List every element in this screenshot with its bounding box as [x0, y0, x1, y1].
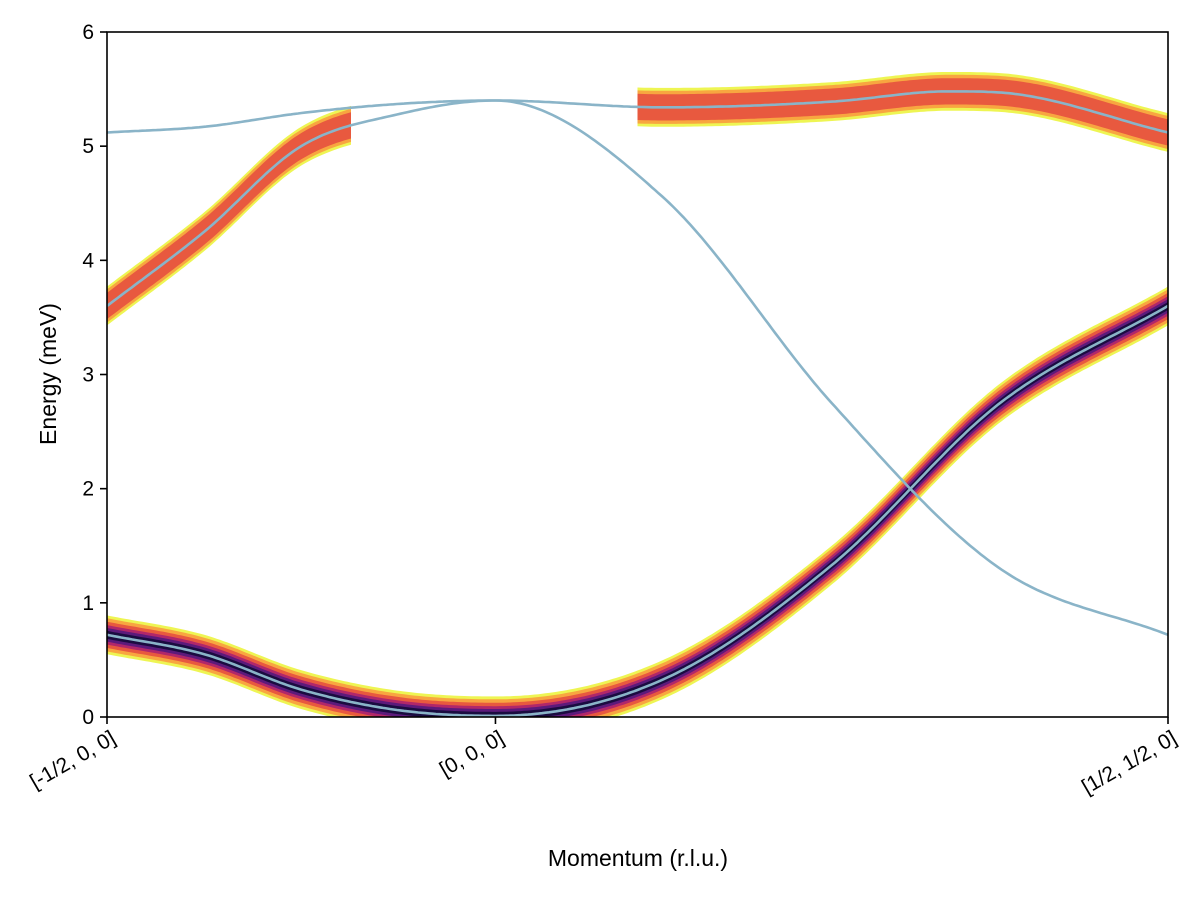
y-tick-label: 1	[82, 592, 94, 615]
intensity-band-layer	[107, 72, 1168, 717]
y-tick-label: 3	[82, 364, 94, 387]
y-tick-label: 0	[82, 706, 94, 729]
y-tick-label: 4	[82, 249, 94, 272]
dispersion-line-1	[107, 99, 1168, 637]
y-tick-label: 6	[82, 21, 94, 44]
y-axis: 0 1 2 3 4 5 6	[82, 21, 107, 729]
intensity-band-2-layer-2	[637, 78, 1168, 146]
y-tick-label: 2	[82, 478, 94, 501]
y-axis-title: Energy (meV)	[35, 303, 61, 445]
dispersion-line-2	[107, 90, 1168, 134]
x-axis-title: Momentum (r.l.u.)	[548, 845, 728, 871]
intensity-band-1-layer-2	[107, 112, 351, 320]
intensity-band-0-layer-0	[107, 286, 1168, 717]
dispersion-line-layer	[107, 90, 1168, 717]
dispersion-line-0	[107, 304, 1168, 717]
y-tick-label: 5	[82, 135, 94, 158]
